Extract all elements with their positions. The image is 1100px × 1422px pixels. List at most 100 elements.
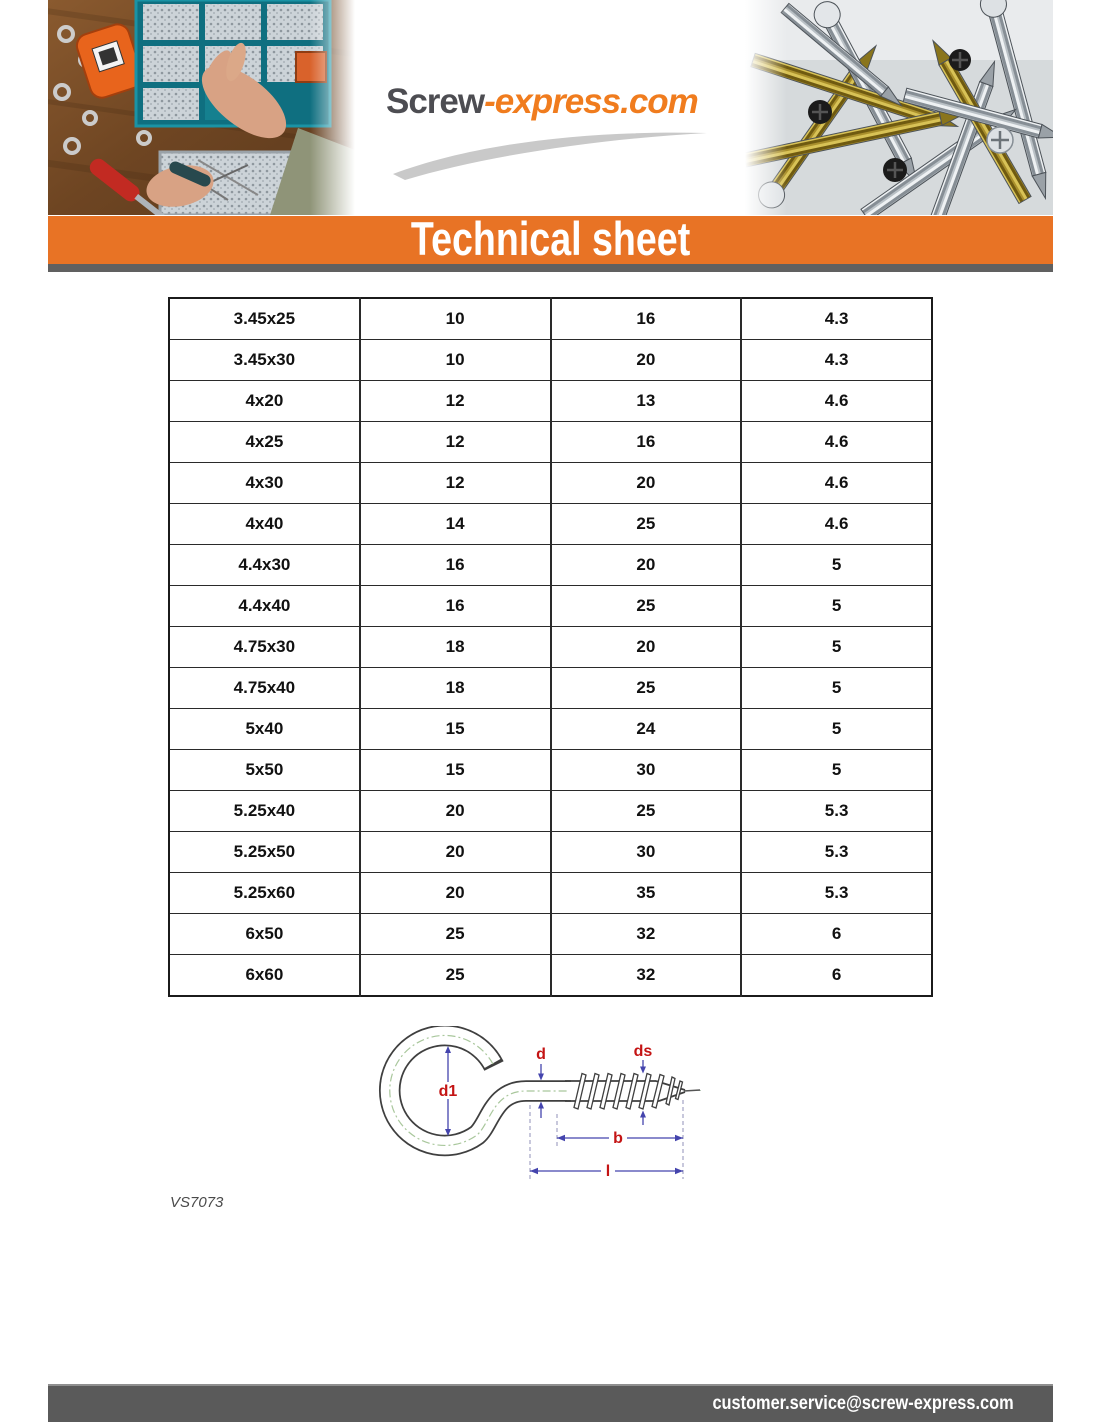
table-cell: 5.25x40 (168, 790, 361, 832)
table-row: 3.45x25 10 16 4.3 (168, 297, 933, 340)
table-cell: 16 (550, 421, 743, 463)
table-cell: 4x30 (168, 462, 361, 504)
screws (745, 0, 1053, 215)
workbench-photo (48, 0, 355, 215)
spec-table: 3.45x25 10 16 4.3 3.45x30 10 20 4.3 4x20 12 13 4.6 4… (168, 297, 933, 997)
table-cell: 30 (550, 749, 743, 791)
table-cell: 10 (359, 297, 552, 340)
table-cell: 3.45x30 (168, 339, 361, 381)
dimension-d1-label: d1 (439, 1083, 458, 1100)
table-cell: 15 (359, 749, 552, 791)
logo-text-orange: -express.com (484, 82, 699, 121)
table-cell: 20 (359, 872, 552, 914)
table-cell: 25 (550, 667, 743, 709)
screwdriver (89, 158, 170, 215)
table-cell: 25 (550, 503, 743, 545)
table-cell: 32 (550, 913, 743, 955)
washers (53, 25, 152, 155)
table-row: 4x40 14 25 4.6 (168, 503, 933, 545)
table-cell: 6x60 (168, 954, 361, 997)
table-cell: 4x25 (168, 421, 361, 463)
table-cell: 15 (359, 708, 552, 750)
dimension-l: l (530, 1162, 683, 1180)
dimension-d: d (536, 1046, 546, 1118)
table-cell: 16 (359, 544, 552, 586)
dimension-d1: d1 (437, 1046, 460, 1136)
table-cell: 3.45x25 (168, 297, 361, 340)
table-row: 6x50 25 32 6 (168, 913, 933, 955)
table-cell: 24 (550, 708, 743, 750)
table-cell: 10 (359, 339, 552, 381)
thread-flights (573, 1072, 684, 1110)
table-row: 5.25x50 20 30 5.3 (168, 831, 933, 873)
table-cell: 4x40 (168, 503, 361, 545)
extension-lines (529, 1100, 684, 1179)
table-cell: 4x20 (168, 380, 361, 422)
photo-fade (745, 0, 787, 215)
table-cell: 25 (359, 954, 552, 997)
table-cell: 20 (550, 339, 743, 381)
title-banner: Technical sheet (48, 215, 1053, 264)
tape-measure (75, 23, 144, 99)
photo-fade (310, 0, 355, 215)
table-cell: 4.3 (740, 297, 933, 340)
table-row: 4x20 12 13 4.6 (168, 380, 933, 422)
table-cell: 6 (740, 954, 933, 997)
screw-heads (808, 49, 1014, 182)
dimension-l-label: l (606, 1163, 610, 1180)
dimension-d-label: d (536, 1046, 546, 1063)
screws-pile-photo (745, 0, 1053, 215)
product-code: VS7073 (170, 1194, 224, 1211)
table-cell: 5.3 (740, 790, 933, 832)
table-cell: 5 (740, 585, 933, 627)
table-cell: 20 (359, 790, 552, 832)
table-cell: 5.3 (740, 872, 933, 914)
table-cell: 4.75x40 (168, 667, 361, 709)
hook-outline (379, 1026, 572, 1157)
table-cell: 14 (359, 503, 552, 545)
table-cell: 12 (359, 421, 552, 463)
table-row: 6x60 25 32 6 (168, 954, 933, 997)
table-row: 4.75x40 18 25 5 (168, 667, 933, 709)
table-cell: 4.6 (740, 462, 933, 504)
table-cell: 18 (359, 626, 552, 668)
table-cell: 25 (359, 913, 552, 955)
table-cell: 4.4x40 (168, 585, 361, 627)
spec-table-body: 3.45x25 10 16 4.3 3.45x30 10 20 4.3 4x20 12 13 4.6 4… (168, 297, 933, 997)
table-row: 5.25x60 20 35 5.3 (168, 872, 933, 914)
table-cell: 25 (550, 585, 743, 627)
table-cell: 4.6 (740, 380, 933, 422)
table-row: 4x30 12 20 4.6 (168, 462, 933, 504)
table-cell: 6 (740, 913, 933, 955)
dimension-ds-label: ds (634, 1043, 653, 1060)
table-cell: 12 (359, 380, 552, 422)
table-cell: 5x40 (168, 708, 361, 750)
table-cell: 4.6 (740, 503, 933, 545)
table-row: 5.25x40 20 25 5.3 (168, 790, 933, 832)
banner-shadow-bar (48, 264, 1053, 272)
table-cell: 5 (740, 667, 933, 709)
dimension-b: b (557, 1129, 683, 1147)
table-row: 5x40 15 24 5 (168, 708, 933, 750)
table-cell: 16 (550, 297, 743, 340)
dimension-b-label: b (613, 1130, 623, 1147)
table-row: 4x25 12 16 4.6 (168, 421, 933, 463)
table-cell: 4.75x30 (168, 626, 361, 668)
dimension-ds: ds (634, 1043, 653, 1125)
table-row: 4.75x30 18 20 5 (168, 626, 933, 668)
table-cell: 30 (550, 831, 743, 873)
table-cell: 5 (740, 544, 933, 586)
screw-hook-diagram: d1 d ds b (379, 1026, 702, 1180)
table-cell: 32 (550, 954, 743, 997)
logo-text-gray: Screw (386, 82, 485, 121)
table-cell: 5 (740, 626, 933, 668)
table-cell: 13 (550, 380, 743, 422)
table-cell: 25 (550, 790, 743, 832)
footer-email: customer.service@screw-express.com (712, 1393, 1014, 1414)
table-cell: 18 (359, 667, 552, 709)
hands (146, 42, 287, 207)
table-cell: 5 (740, 749, 933, 791)
table-row: 4.4x30 16 20 5 (168, 544, 933, 586)
table-cell: 5x50 (168, 749, 361, 791)
